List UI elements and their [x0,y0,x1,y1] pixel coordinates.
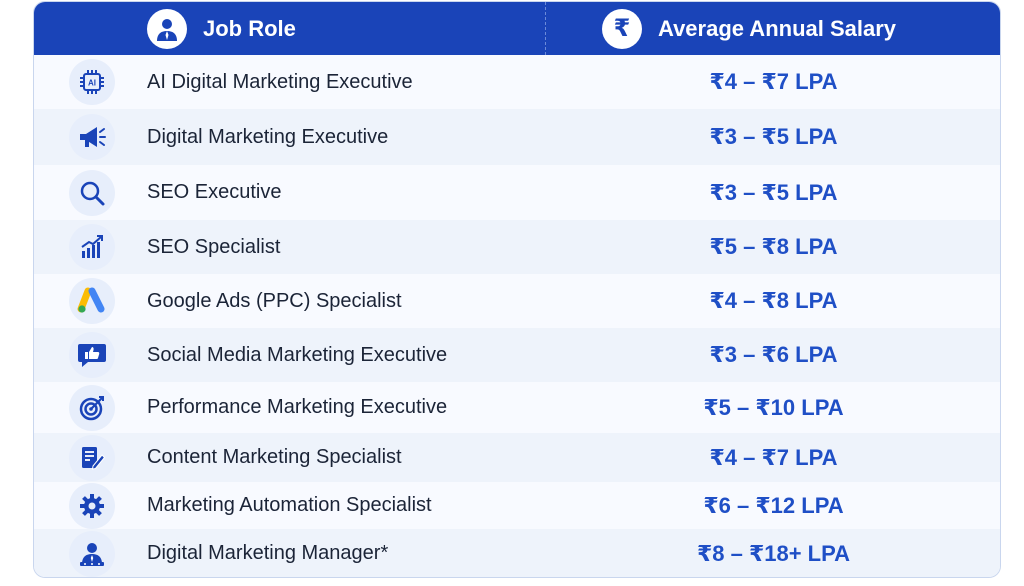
salary-range: ₹5 – ₹8 LPA [709,234,838,259]
job-role: Social Media Marketing Executive [147,343,448,366]
table-row: Social Media Marketing Executive ₹3 – ₹6 … [34,328,1000,382]
table-row: Digital Marketing Executive ₹3 – ₹5 LPA [34,109,1000,165]
job-role: SEO Executive [147,181,282,203]
table-row: Google Ads (PPC) Specialist ₹4 – ₹8 LPA [34,274,1000,328]
job-role: SEO Specialist [147,235,281,258]
google-ads-icon [69,278,115,324]
salary-range: ₹4 – ₹7 LPA [709,69,838,94]
salary-range: ₹4 – ₹7 LPA [709,444,838,470]
header-salary: ₹ Average Annual Salary [602,2,896,55]
job-role: Marketing Automation Specialist [147,494,432,516]
table-row: AI AI Digital Marketing Executive ₹4 – ₹7 … [34,55,1000,109]
ai-chip-icon: AI [69,59,115,105]
header-divider [545,2,546,55]
job-role: Performance Marketing Executive [147,396,448,418]
job-role: Digital Marketing Executive [147,125,389,148]
job-role: Google Ads (PPC) Specialist [147,289,402,312]
salary-range: ₹3 – ₹5 LPA [709,179,838,205]
gear-icon [69,483,115,529]
header-salary-label: Average Annual Salary [658,15,897,41]
salary-table: Job Role ₹ Average Annual Salary AI AI Di… [33,1,1001,578]
table-row: Performance Marketing Executive ₹5 – ₹10 … [34,382,1000,433]
salary-range: ₹3 – ₹5 LPA [709,124,838,149]
rupee-symbol: ₹ [613,15,631,42]
magnifier-icon [69,170,115,216]
growth-chart-icon [69,224,115,270]
document-pen-icon [69,435,115,481]
table-row: Digital Marketing Manager* ₹8 – ₹18+ LPA [34,529,1000,577]
table-body: AI AI Digital Marketing Executive ₹4 – ₹7 … [34,55,1000,577]
manager-icon [69,531,115,577]
table-header: Job Role ₹ Average Annual Salary [34,2,1000,55]
person-icon [147,8,187,49]
icon-label: AI [88,79,96,88]
table-row: SEO Executive ₹3 – ₹5 LPA [34,165,1000,220]
salary-range: ₹3 – ₹6 LPA [709,342,838,367]
salary-range: ₹8 – ₹18+ LPA [696,540,851,566]
header-role-label: Job Role [203,15,296,41]
job-role: Digital Marketing Manager* [147,542,389,564]
job-role: AI Digital Marketing Executive [147,70,413,93]
rupee-icon: ₹ [602,8,642,49]
salary-range: ₹6 – ₹12 LPA [703,492,844,518]
megaphone-icon [69,114,115,160]
job-role: Content Marketing Specialist [147,446,402,468]
salary-range: ₹4 – ₹8 LPA [709,288,838,313]
target-icon [69,385,115,431]
table-row: Content Marketing Specialist ₹4 – ₹7 LPA [34,433,1000,482]
salary-range: ₹5 – ₹10 LPA [703,394,844,420]
table-row: Marketing Automation Specialist ₹6 – ₹12 … [34,482,1000,529]
header-job-role: Job Role [147,2,296,55]
thumbs-up-icon [69,332,115,378]
table-row: SEO Specialist ₹5 – ₹8 LPA [34,220,1000,274]
